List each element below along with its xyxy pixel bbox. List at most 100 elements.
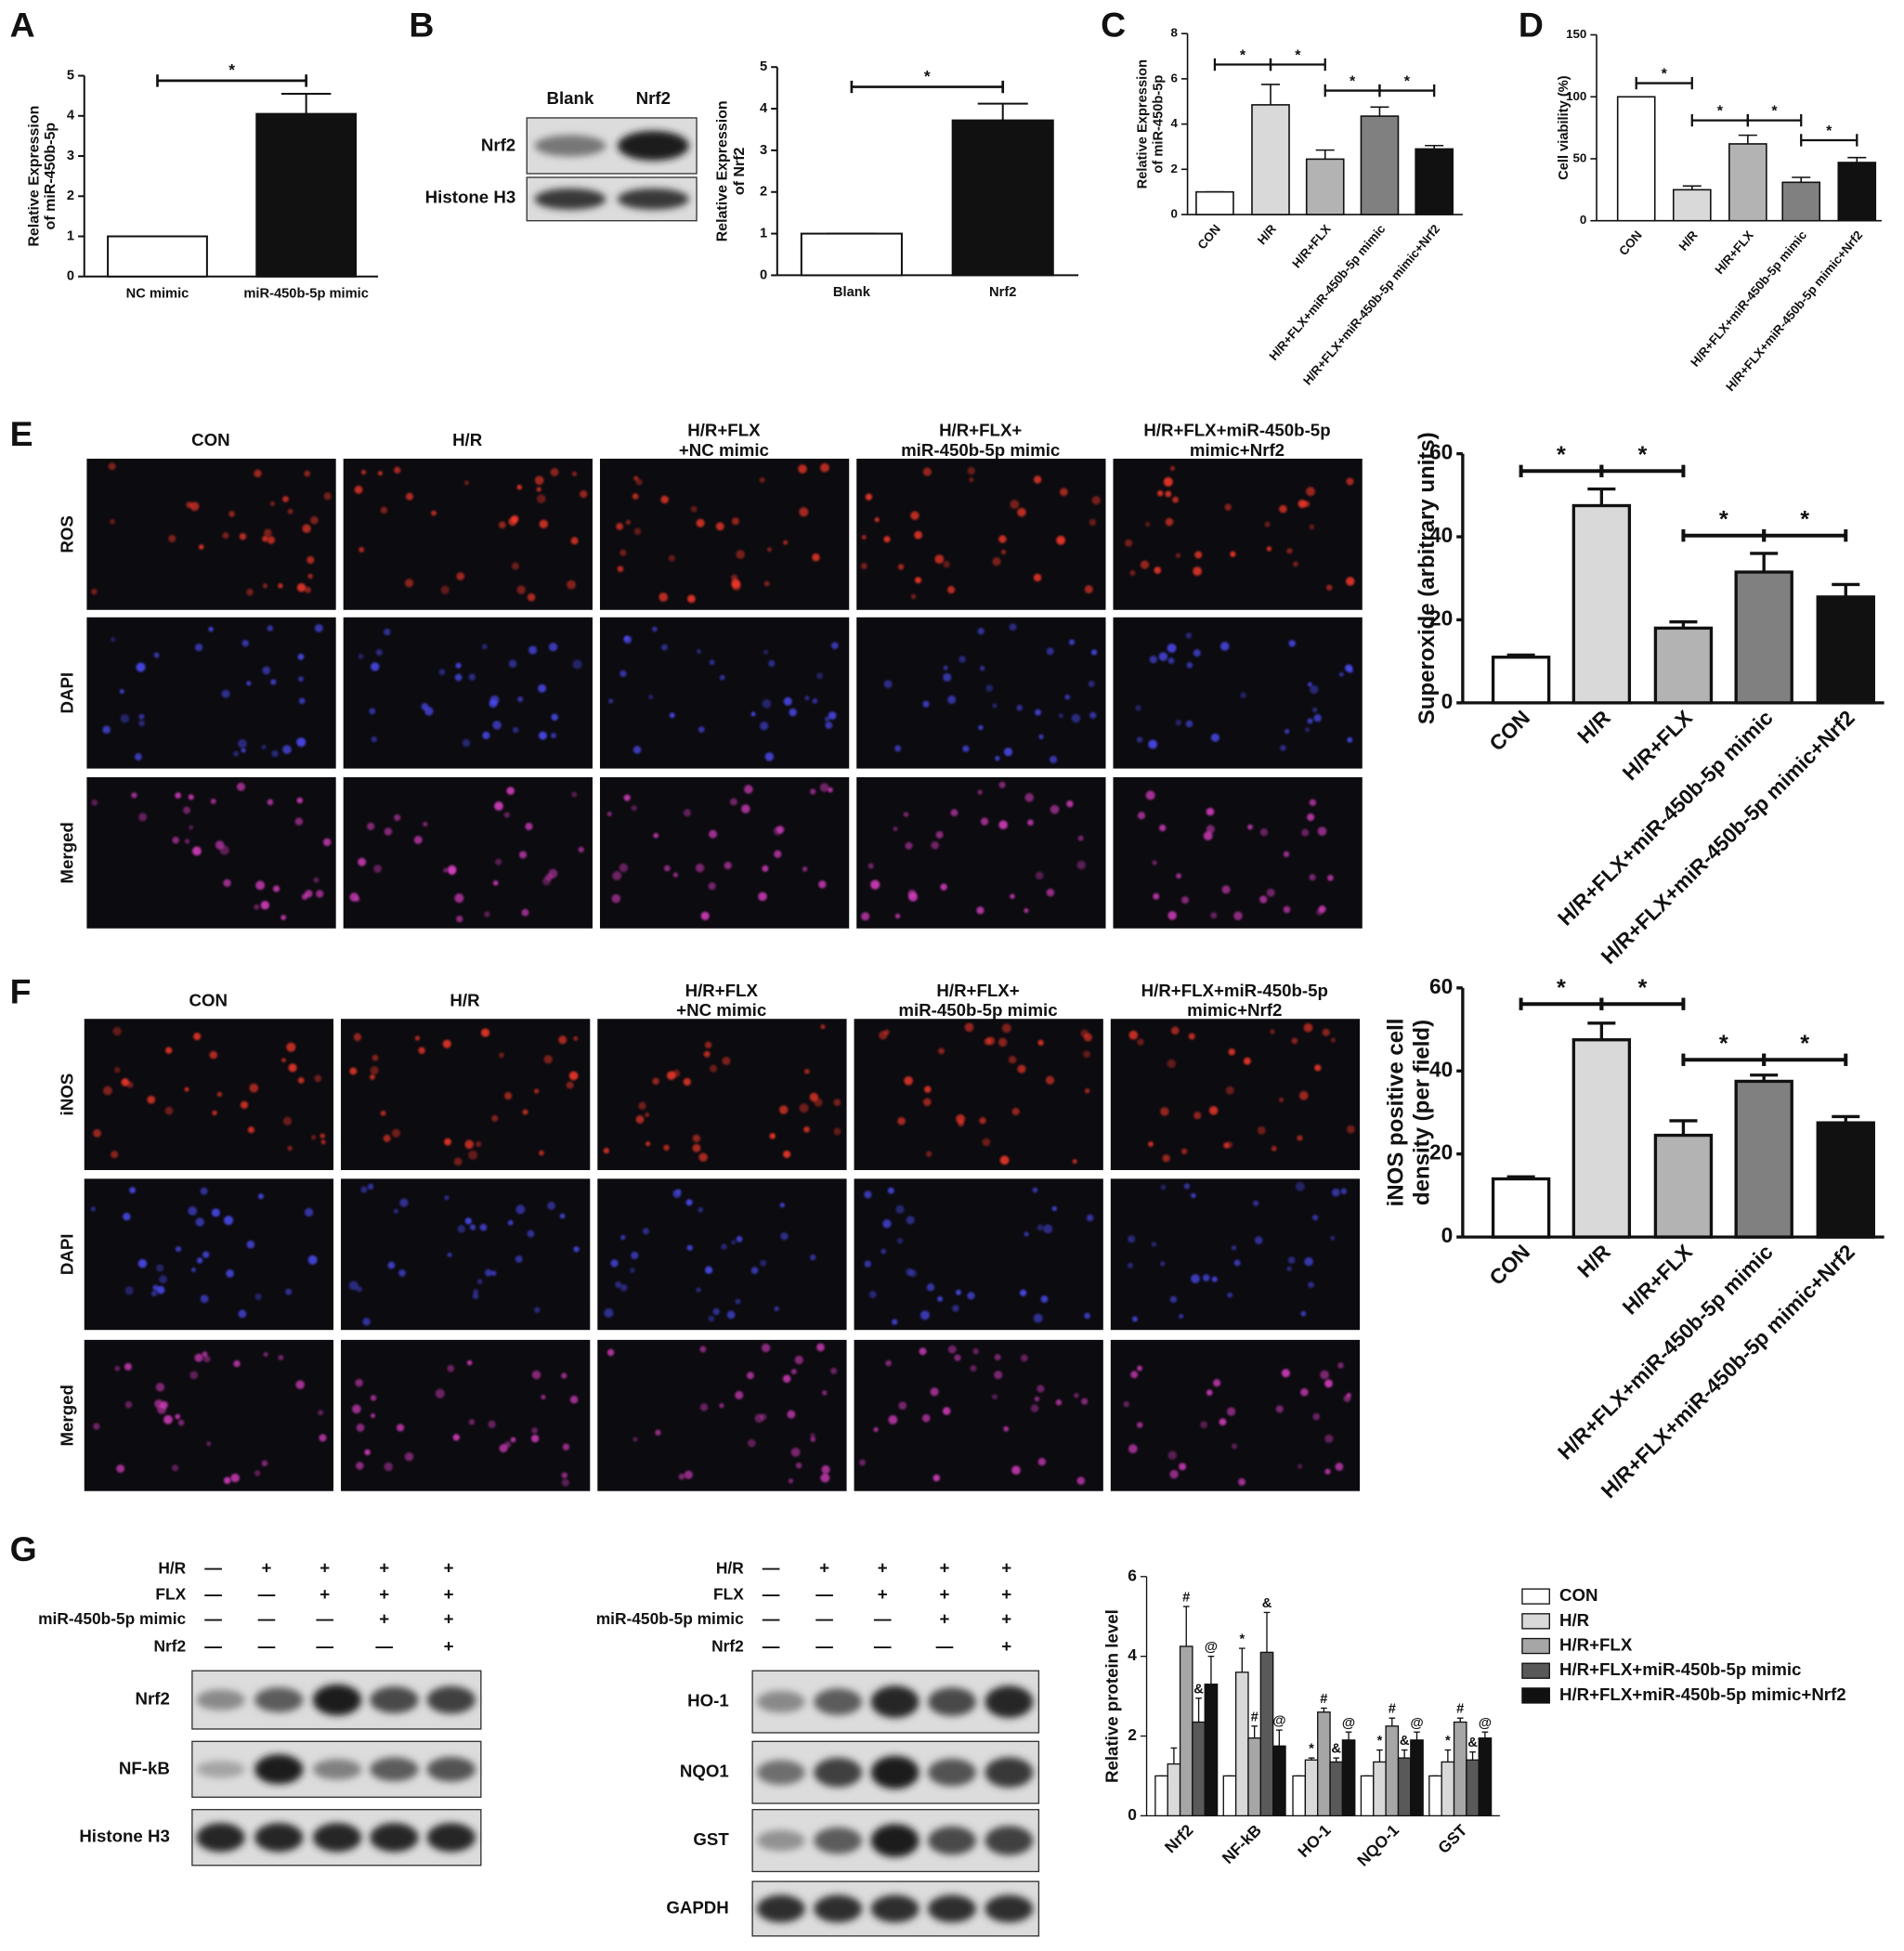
- cell-dot: [683, 1077, 691, 1086]
- cell-dot: [1024, 793, 1035, 802]
- marker-label: *: [1239, 1632, 1245, 1647]
- cell-dot: [355, 1378, 363, 1387]
- cell-dot: [824, 716, 830, 722]
- cell-dot: [1071, 713, 1081, 723]
- cell-dot: [153, 652, 160, 658]
- cell-dot: [134, 753, 142, 761]
- bar: [255, 112, 358, 278]
- cell-dot: [1324, 1468, 1331, 1475]
- cell-dot: [905, 841, 913, 850]
- cell-dot: [977, 789, 983, 795]
- cell-dot: [1160, 1107, 1169, 1116]
- condition-sign: +: [261, 1558, 271, 1578]
- cell-dot: [1331, 1188, 1340, 1197]
- cell-dot: [1033, 475, 1042, 484]
- cell-dot: [1291, 1037, 1298, 1045]
- cell-dot: [541, 1394, 546, 1399]
- cell-dot: [384, 628, 391, 636]
- cell-dot: [731, 579, 740, 589]
- condition-sign: +: [940, 1608, 950, 1628]
- cell-dot: [1046, 889, 1055, 897]
- condition-sign: —: [874, 1608, 892, 1628]
- row-label: DAPI: [57, 1233, 76, 1275]
- blot-band: [756, 1690, 805, 1713]
- cell-dot: [635, 478, 643, 486]
- cell-dot: [476, 1141, 482, 1148]
- cell-dot: [1311, 707, 1318, 713]
- y-tick-label: 4: [1128, 1645, 1137, 1664]
- cell-dot: [774, 1306, 779, 1312]
- column-header: mimic+Nrf2: [1187, 1000, 1282, 1020]
- cell-dot: [731, 1240, 737, 1245]
- cell-dot: [391, 1128, 401, 1138]
- x-tick-label: H/R+FLX: [1617, 1240, 1697, 1320]
- cell-dot: [709, 659, 715, 666]
- cell-dot: [964, 1022, 974, 1033]
- cell-dot: [203, 1355, 211, 1363]
- cell-dot: [247, 1126, 254, 1134]
- cell-dot: [980, 817, 989, 826]
- cell-dot: [812, 698, 818, 704]
- cell-dot: [1180, 1148, 1188, 1155]
- cell-dot: [604, 1307, 614, 1318]
- cell-dot: [1219, 1418, 1227, 1426]
- cell-dot: [1181, 896, 1189, 904]
- cell-dot: [931, 841, 939, 850]
- blot-band: [534, 188, 606, 210]
- cell-dot: [566, 1081, 574, 1089]
- cell-dot: [539, 1150, 544, 1156]
- micrograph: [597, 1178, 847, 1331]
- cell-dot: [763, 649, 768, 655]
- cell-dot: [1188, 1033, 1195, 1040]
- cell-dot: [319, 1434, 327, 1442]
- cell-dot: [803, 1125, 810, 1133]
- cell-dot: [257, 1193, 264, 1200]
- cell-dot: [456, 572, 465, 580]
- cell-dot: [384, 1462, 393, 1472]
- cell-dot: [1318, 905, 1326, 914]
- cell-dot: [892, 1319, 898, 1325]
- cell-dot: [1193, 649, 1201, 657]
- cell-dot: [861, 535, 867, 540]
- cell-dot: [200, 1294, 209, 1304]
- cell-dot: [150, 1290, 158, 1297]
- cell-dot: [223, 1476, 231, 1485]
- lane-label: Nrf2: [636, 88, 671, 108]
- cell-dot: [267, 799, 274, 806]
- cell-dot: [804, 1068, 810, 1074]
- cell-dot: [356, 1462, 364, 1470]
- cell-dot: [1132, 1316, 1138, 1322]
- cell-dot: [90, 1206, 96, 1212]
- significance-label: *: [1404, 73, 1411, 89]
- bar: [1816, 595, 1875, 705]
- cell-dot: [982, 1138, 991, 1147]
- marker-label: *: [1377, 1734, 1383, 1749]
- cell-dot: [750, 711, 756, 717]
- bar: [1259, 1651, 1274, 1817]
- cell-dot: [795, 1462, 802, 1469]
- y-tick-label: 40: [1429, 1057, 1453, 1081]
- cell-dot: [1086, 1214, 1094, 1222]
- cell-dot: [304, 470, 311, 477]
- cell-dot: [938, 1047, 945, 1055]
- blot-band: [928, 1687, 976, 1716]
- cell-dot: [124, 1400, 133, 1409]
- cell-dot: [1191, 1192, 1196, 1199]
- cell-dot: [696, 1287, 701, 1293]
- cell-dot: [767, 547, 772, 553]
- cell-dot: [969, 477, 974, 483]
- micrograph: [854, 1019, 1103, 1171]
- cell-dot: [686, 1244, 693, 1251]
- significance-label: *: [1719, 507, 1728, 533]
- cell-dot: [1024, 1231, 1029, 1237]
- cell-dot: [748, 1438, 756, 1448]
- cell-dot: [260, 901, 269, 910]
- cell-dot: [819, 783, 829, 792]
- cell-dot: [608, 698, 614, 704]
- cell-dot: [313, 877, 320, 883]
- cell-dot: [684, 1470, 693, 1479]
- condition-sign: —: [258, 1584, 276, 1604]
- cell-dot: [1037, 1224, 1044, 1231]
- cell-dot: [463, 480, 470, 486]
- cell-dot: [543, 1055, 553, 1064]
